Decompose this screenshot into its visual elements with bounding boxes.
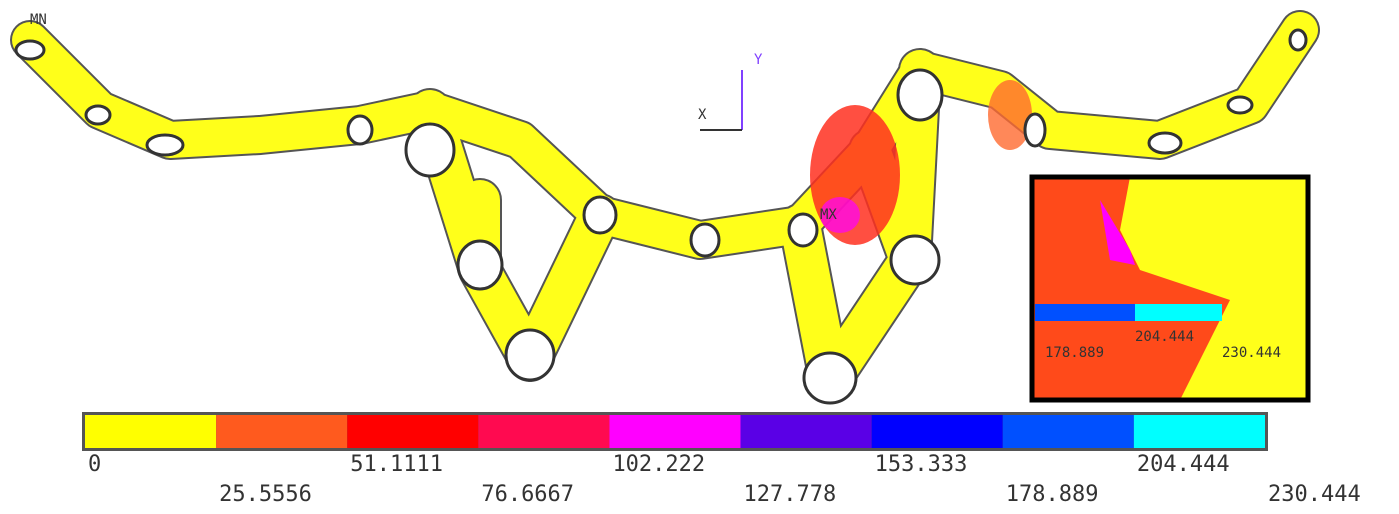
- legend-tick-label: 204.444: [1137, 452, 1230, 477]
- inset: 204.444 178.889 230.444: [1032, 177, 1308, 400]
- legend-swatch: [1003, 415, 1134, 448]
- legend-swatch: [609, 415, 740, 448]
- max-label: MX: [820, 207, 837, 223]
- legend-swatch: [347, 415, 478, 448]
- axis-x: X: [698, 107, 707, 123]
- legend-swatch: [216, 415, 347, 448]
- legend-tick-label: 51.1111: [350, 452, 443, 477]
- legend-tick-label: 102.222: [612, 452, 705, 477]
- legend-tick-label: 153.333: [875, 452, 968, 477]
- inset-label: 230.444: [1222, 345, 1281, 361]
- inset-label: 178.889: [1045, 345, 1104, 361]
- legend-tick-label: 127.778: [744, 482, 837, 507]
- inset-label: 204.444: [1135, 329, 1194, 345]
- legend-swatch: [872, 415, 1003, 448]
- page: MN MX X Y 0 25.5556 51.1111 76.6667 102.222 1…: [0, 0, 1399, 514]
- legend-tick-label: 76.6667: [481, 482, 574, 507]
- axis-y: Y: [754, 52, 763, 68]
- legend-tick-label: 178.889: [1006, 482, 1099, 507]
- legend-swatch: [741, 415, 872, 448]
- legend-swatch: [478, 415, 609, 448]
- legend-tick-label: 230.444: [1268, 482, 1361, 507]
- legend: 0 25.5556 51.1111 76.6667 102.222 127.778 153.…: [82, 412, 1361, 507]
- legend-tick-label: 25.5556: [219, 482, 312, 507]
- legend-tick-label: 0: [88, 452, 101, 477]
- min-label: MN: [30, 12, 47, 28]
- legend-swatch: [1134, 415, 1265, 448]
- legend-swatch: [85, 415, 216, 448]
